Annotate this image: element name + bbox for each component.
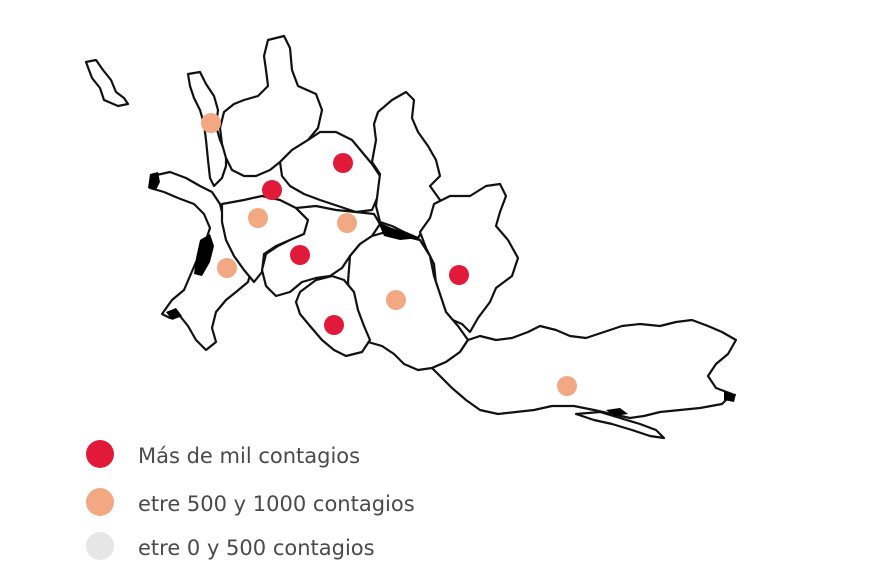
map-marker-mid bbox=[248, 208, 268, 228]
map-marker-mid bbox=[386, 290, 406, 310]
lake-southwest bbox=[166, 308, 182, 320]
municipality-map bbox=[84, 34, 738, 440]
legend-swatch-high bbox=[86, 440, 114, 468]
map-marker-mid bbox=[217, 258, 237, 278]
map-region-southeast bbox=[430, 318, 738, 420]
map-marker-mid bbox=[557, 376, 577, 396]
legend-label-low: etre 0 y 500 contagios bbox=[138, 536, 375, 560]
map-region-spit bbox=[574, 410, 666, 440]
map-marker-high bbox=[290, 245, 310, 265]
legend-label-high: Más de mil contagios bbox=[138, 444, 361, 468]
lake-west bbox=[194, 234, 214, 276]
legend-swatch-low bbox=[86, 532, 114, 560]
map-marker-high bbox=[333, 153, 353, 173]
map-region-islet bbox=[84, 58, 130, 108]
map-region-east bbox=[418, 182, 520, 334]
legend-label-mid: etre 500 y 1000 contagios bbox=[138, 492, 415, 516]
map-marker-high bbox=[324, 315, 344, 335]
marker-layer bbox=[201, 113, 577, 396]
lake-center bbox=[378, 222, 420, 240]
map-marker-mid bbox=[201, 113, 221, 133]
legend-swatch-mid bbox=[86, 488, 114, 516]
map-marker-high bbox=[262, 180, 282, 200]
map-region-north-peak bbox=[218, 34, 324, 178]
lake-northwest bbox=[148, 172, 160, 190]
map-marker-high bbox=[449, 265, 469, 285]
map-marker-mid bbox=[337, 213, 357, 233]
lake-east bbox=[724, 392, 736, 402]
lake-south-spit bbox=[606, 408, 628, 416]
